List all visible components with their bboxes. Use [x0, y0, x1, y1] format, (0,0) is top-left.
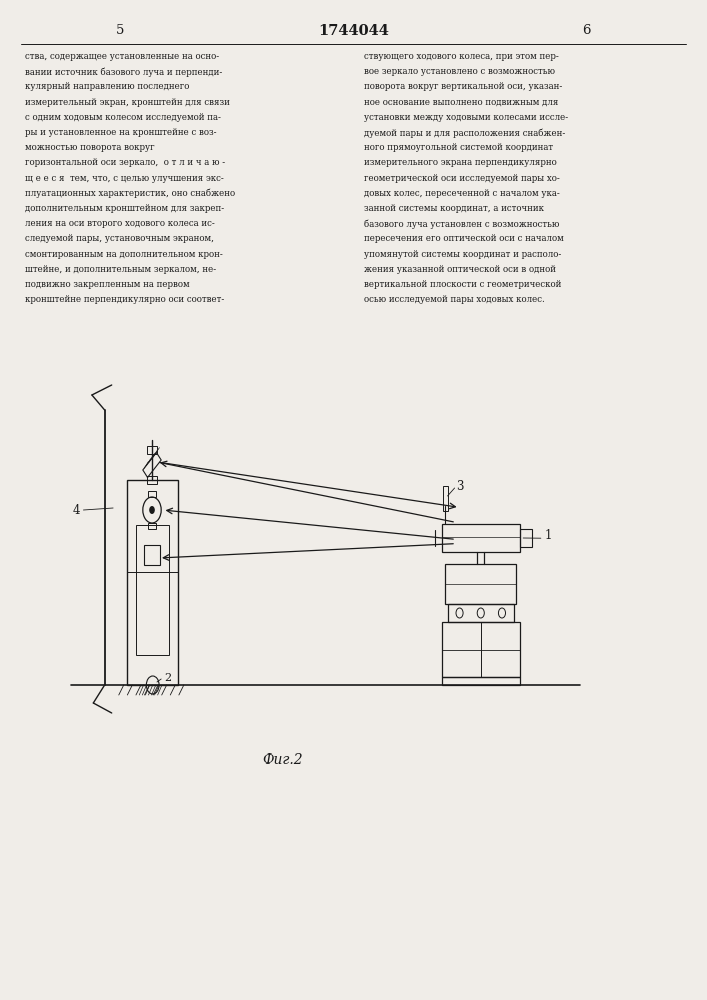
Bar: [442, 677, 520, 685]
Text: с одним ходовым колесом исследуемой па-: с одним ходовым колесом исследуемой па-: [25, 113, 221, 122]
Text: вертикальной плоскости с геометрической: вертикальной плоскости с геометрической: [364, 280, 561, 289]
Text: ры и установленное на кронштейне с воз-: ры и установленное на кронштейне с воз-: [25, 128, 216, 137]
Text: смонтированным на дополнительном крон-: смонтированным на дополнительном крон-: [25, 250, 223, 259]
Bar: [448, 604, 514, 622]
Text: 6: 6: [583, 24, 591, 37]
Text: плуатационных характеристик, оно снабжено: плуатационных характеристик, оно снабжен…: [25, 189, 235, 198]
Text: кронштейне перпендикулярно оси соответ-: кронштейне перпендикулярно оси соответ-: [25, 295, 224, 304]
Bar: [148, 491, 156, 497]
Text: 1: 1: [544, 529, 551, 542]
Text: измерительный экран, кронштейн для связи: измерительный экран, кронштейн для связи: [25, 98, 230, 107]
Bar: [144, 545, 160, 565]
Text: ствующего ходового колеса, при этом пер-: ствующего ходового колеса, при этом пер-: [364, 52, 559, 61]
Text: горизонтальной оси зеркало,  о т л и ч а ю -: горизонтальной оси зеркало, о т л и ч а …: [25, 158, 225, 167]
Text: вании источник базового луча и перпенди-: вании источник базового луча и перпенди-: [25, 67, 222, 77]
Text: 1744044: 1744044: [318, 24, 389, 38]
Text: 2: 2: [165, 673, 172, 683]
Bar: [127, 480, 178, 685]
Bar: [147, 476, 157, 484]
Text: ное основание выполнено подвижным для: ное основание выполнено подвижным для: [364, 98, 559, 107]
Text: следуемой пары, установочным экраном,: следуемой пары, установочным экраном,: [25, 234, 214, 243]
Text: геометрической оси исследуемой пары хо-: геометрической оси исследуемой пары хо-: [364, 174, 560, 183]
Text: щ е е с я  тем, что, с целью улучшения экс-: щ е е с я тем, что, с целью улучшения эк…: [25, 174, 223, 183]
Bar: [147, 446, 157, 454]
Text: измерительного экрана перпендикулярно: измерительного экрана перпендикулярно: [364, 158, 557, 167]
Bar: [442, 622, 520, 677]
Text: ления на оси второго ходового колеса ис-: ления на оси второго ходового колеса ис-: [25, 219, 214, 228]
Text: поворота вокруг вертикальной оси, указан-: поворота вокруг вертикальной оси, указан…: [364, 82, 562, 91]
Text: 5: 5: [116, 24, 124, 37]
Text: дополнительным кронштейном для закреп-: дополнительным кронштейном для закреп-: [25, 204, 224, 213]
Bar: [443, 486, 448, 511]
Text: упомянутой системы координат и располо-: упомянутой системы координат и располо-: [364, 250, 561, 259]
Text: довых колес, пересеченной с началом ука-: довых колес, пересеченной с началом ука-: [364, 189, 560, 198]
Text: осью исследуемой пары ходовых колес.: осью исследуемой пары ходовых колес.: [364, 295, 545, 304]
Bar: [148, 523, 156, 529]
Text: штейне, и дополнительным зеркалом, не-: штейне, и дополнительным зеркалом, не-: [25, 265, 216, 274]
Bar: [136, 525, 169, 655]
Text: занной системы координат, а источник: занной системы координат, а источник: [364, 204, 544, 213]
Text: жения указанной оптической оси в одной: жения указанной оптической оси в одной: [364, 265, 556, 274]
Bar: [520, 529, 532, 547]
Text: Фиг.2: Фиг.2: [262, 753, 303, 767]
Text: кулярный направлению последнего: кулярный направлению последнего: [25, 82, 189, 91]
Bar: [442, 524, 520, 552]
Text: 3: 3: [456, 480, 463, 492]
Bar: [445, 564, 516, 604]
Text: пересечения его оптической оси с началом: пересечения его оптической оси с началом: [364, 234, 564, 243]
Text: дуемой пары и для расположения снабжен-: дуемой пары и для расположения снабжен-: [364, 128, 566, 137]
Text: базового луча установлен с возможностью: базового луча установлен с возможностью: [364, 219, 559, 229]
Text: вое зеркало установлено с возможностью: вое зеркало установлено с возможностью: [364, 67, 555, 76]
Text: 4: 4: [73, 504, 80, 516]
Text: подвижно закрепленным на первом: подвижно закрепленным на первом: [25, 280, 189, 289]
Text: установки между ходовыми колесами иссле-: установки между ходовыми колесами иссле-: [364, 113, 568, 122]
Text: ства, содержащее установленные на осно-: ства, содержащее установленные на осно-: [25, 52, 219, 61]
Circle shape: [149, 506, 155, 514]
Text: ного прямоугольной системой координат: ного прямоугольной системой координат: [364, 143, 554, 152]
Text: можностью поворота вокруг: можностью поворота вокруг: [25, 143, 154, 152]
